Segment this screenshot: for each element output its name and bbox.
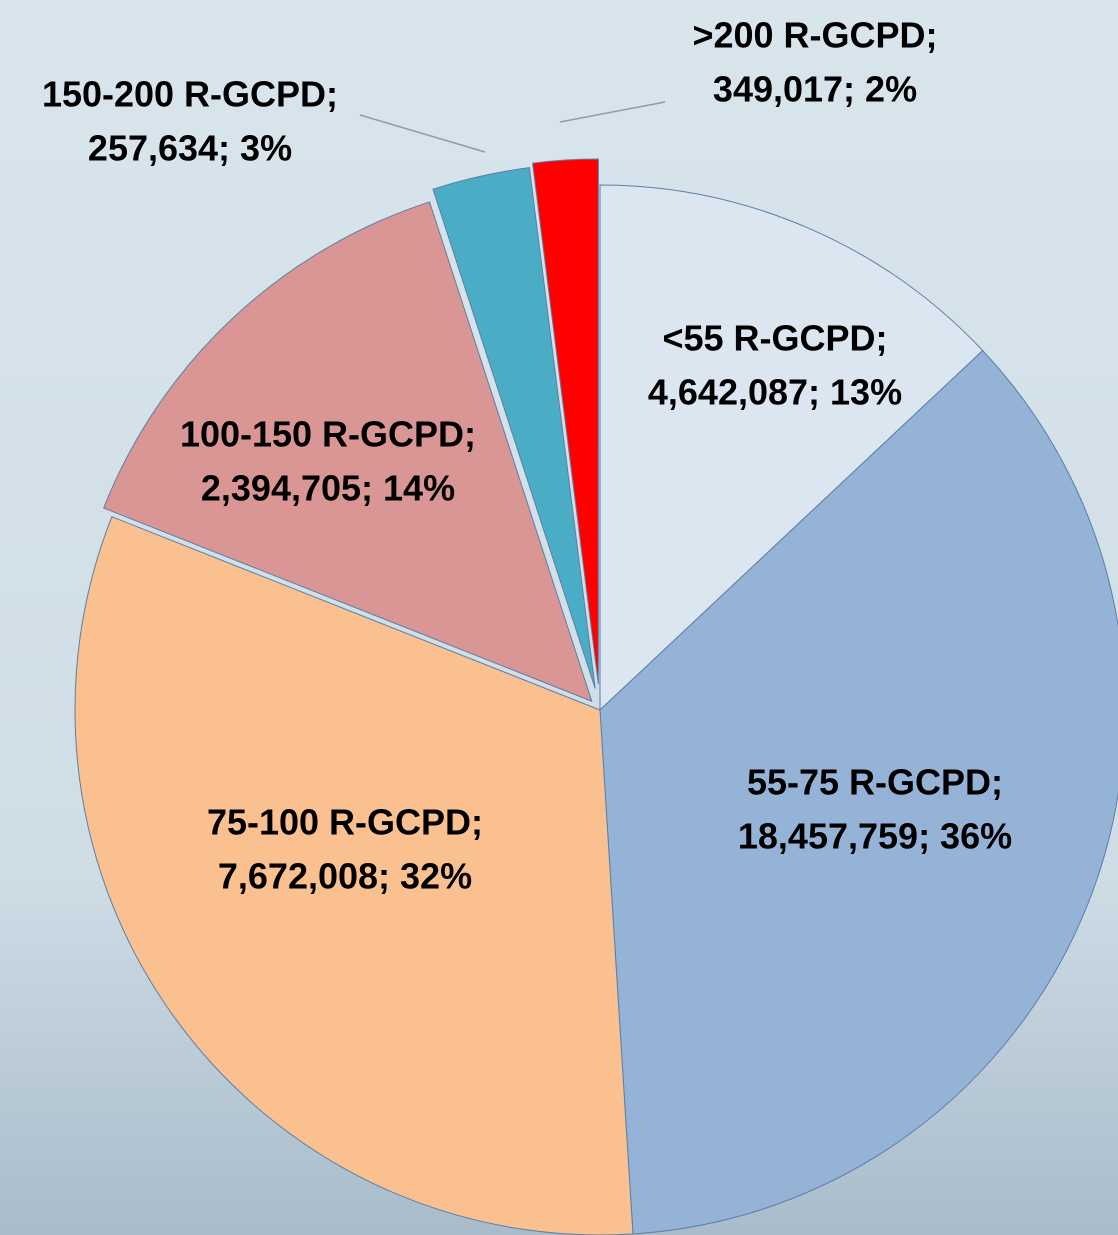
slice-category-label: <55 R-GCPD; <box>662 318 887 359</box>
slice-value-label: 4,642,087; 13% <box>648 372 902 413</box>
chart: <55 R-GCPD; 4,642,087; 13% 55-75 R-GCPD; 18… <box>0 0 1118 1235</box>
slice-category-label: 100-150 R-GCPD; <box>180 414 476 455</box>
slice-value-label: 349,017; 2% <box>713 69 917 110</box>
slice-category-label: >200 R-GCPD; <box>692 15 937 56</box>
slice-category-label: 75-100 R-GCPD; <box>207 802 483 843</box>
slice-category-label: 55-75 R-GCPD; <box>747 762 1003 803</box>
slice-value-label: 2,394,705; 14% <box>201 468 455 509</box>
slice-category-label: 150-200 R-GCPD; <box>42 74 338 115</box>
slice-value-label: 7,672,008; 32% <box>218 856 472 897</box>
slice-value-label: 257,634; 3% <box>88 128 292 169</box>
slice-value-label: 18,457,759; 36% <box>738 816 1012 857</box>
